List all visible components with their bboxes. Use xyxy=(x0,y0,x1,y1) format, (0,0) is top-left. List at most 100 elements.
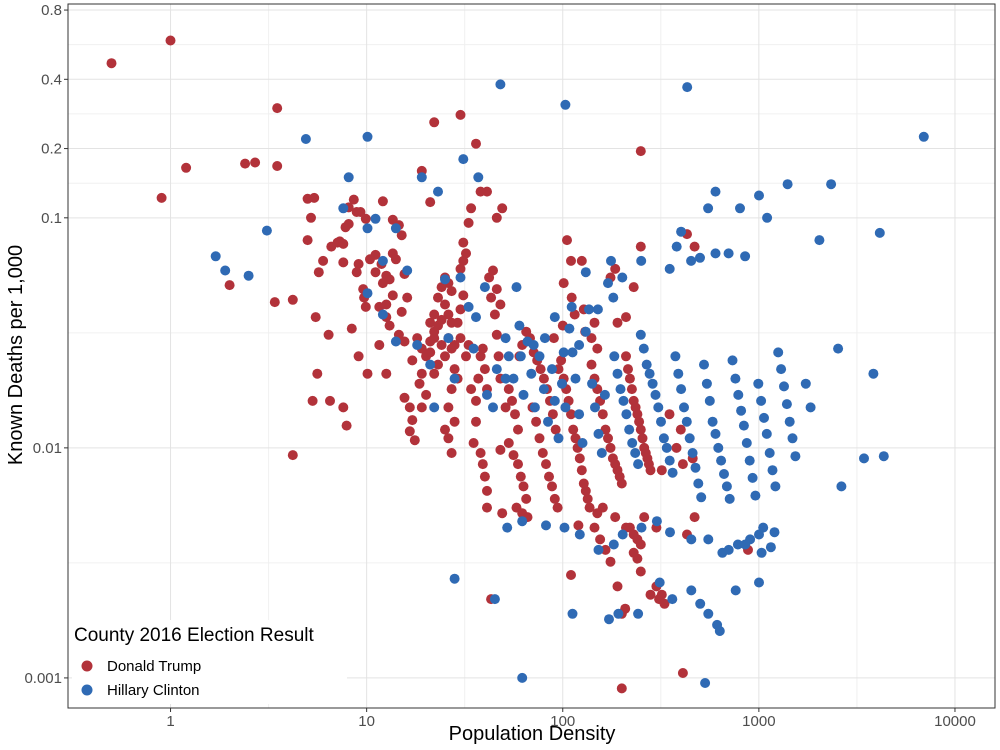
data-points xyxy=(106,35,929,694)
data-point xyxy=(566,409,576,420)
data-point xyxy=(628,282,639,293)
data-point xyxy=(584,304,594,315)
data-point xyxy=(409,435,420,446)
data-point xyxy=(377,255,388,266)
data-point xyxy=(567,608,578,619)
data-point xyxy=(566,292,577,303)
data-point xyxy=(695,252,705,263)
data-point xyxy=(416,402,427,413)
data-point xyxy=(538,384,549,395)
data-point xyxy=(425,347,436,358)
y-tick-label: 0.2 xyxy=(41,141,62,158)
data-point xyxy=(632,553,643,564)
data-point xyxy=(370,249,381,260)
data-point xyxy=(412,333,423,344)
data-point xyxy=(468,343,479,354)
data-point xyxy=(461,351,471,362)
data-point xyxy=(495,79,506,90)
data-point xyxy=(547,409,558,420)
data-point xyxy=(455,333,466,344)
data-point xyxy=(635,329,646,340)
data-point xyxy=(528,340,539,350)
data-point xyxy=(477,459,488,470)
data-point xyxy=(765,542,776,553)
data-point xyxy=(673,368,684,379)
data-point xyxy=(433,292,443,303)
data-point xyxy=(489,594,500,605)
data-point xyxy=(754,190,764,201)
data-point xyxy=(287,450,298,461)
legend-label-trump: Donald Trump xyxy=(107,658,201,675)
y-tick-label: 0.1 xyxy=(41,210,62,227)
data-point xyxy=(773,347,784,358)
data-point xyxy=(440,274,450,285)
data-point xyxy=(526,368,537,379)
data-point xyxy=(440,351,450,362)
data-point xyxy=(537,448,548,458)
data-point xyxy=(637,433,648,444)
data-point xyxy=(402,265,413,276)
data-point xyxy=(638,343,649,354)
legend-background xyxy=(72,620,347,704)
data-point xyxy=(753,378,764,389)
data-point xyxy=(723,544,734,555)
data-point xyxy=(713,442,724,453)
data-point xyxy=(679,402,689,413)
data-point xyxy=(500,333,511,344)
data-point xyxy=(714,626,725,636)
data-point xyxy=(639,512,650,523)
data-point xyxy=(548,333,559,344)
data-point xyxy=(443,333,454,344)
data-point xyxy=(471,312,481,323)
x-tick-label: 100 xyxy=(550,713,575,730)
data-point xyxy=(608,292,619,303)
data-point xyxy=(570,373,581,384)
y-tick-label: 0.01 xyxy=(33,440,62,457)
data-point xyxy=(610,512,621,523)
data-point xyxy=(443,309,454,320)
data-point xyxy=(654,577,665,588)
data-point xyxy=(630,448,641,458)
data-point xyxy=(547,481,557,492)
data-point xyxy=(346,323,357,334)
data-point xyxy=(776,364,787,375)
data-point xyxy=(436,340,447,350)
data-point xyxy=(573,520,584,531)
data-point xyxy=(272,161,283,171)
data-point xyxy=(612,317,623,328)
data-point xyxy=(497,203,508,214)
data-point xyxy=(566,301,577,312)
data-point xyxy=(781,399,792,410)
data-point xyxy=(458,255,469,266)
data-point xyxy=(489,309,500,320)
data-point xyxy=(534,351,545,362)
data-point xyxy=(243,270,254,281)
data-point xyxy=(740,251,751,262)
data-point xyxy=(517,516,528,527)
data-point xyxy=(576,255,587,266)
data-point xyxy=(106,58,117,69)
legend-key-clinton xyxy=(81,684,93,696)
data-point xyxy=(287,294,298,305)
x-tick-label: 1 xyxy=(166,713,174,730)
data-point xyxy=(633,459,644,470)
data-point xyxy=(647,378,658,389)
data-point xyxy=(353,259,364,269)
data-point xyxy=(686,255,697,266)
data-point xyxy=(488,402,498,413)
data-point xyxy=(541,520,551,531)
series-clinton xyxy=(210,79,929,688)
data-point xyxy=(463,301,474,312)
data-point xyxy=(645,589,656,600)
data-point xyxy=(610,263,621,274)
data-point xyxy=(641,359,652,370)
data-point xyxy=(351,207,362,217)
data-point xyxy=(491,329,502,340)
data-point xyxy=(635,566,646,577)
data-point xyxy=(521,493,532,504)
data-point xyxy=(740,539,751,550)
data-point xyxy=(449,340,460,350)
data-point xyxy=(661,442,672,453)
data-point xyxy=(544,471,554,482)
data-point xyxy=(473,373,484,384)
